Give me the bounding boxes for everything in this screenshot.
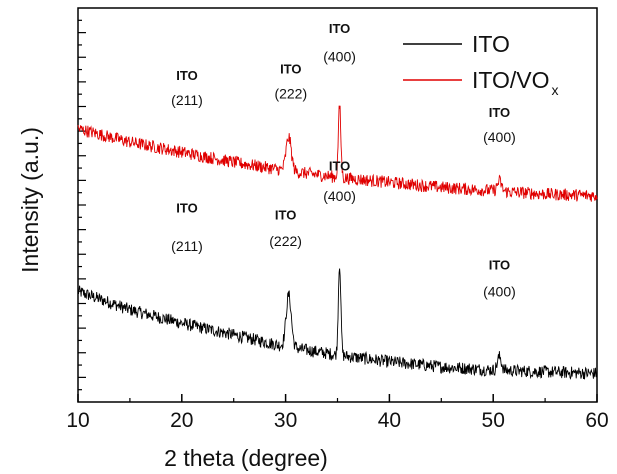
peak-label-name: ITO: [176, 68, 197, 83]
x-tick-label: 60: [585, 409, 608, 432]
peak-label-name: ITO: [280, 61, 301, 76]
x-tick-label: 40: [378, 409, 401, 432]
y-axis-ticks: [78, 19, 86, 391]
series-layer: [77, 105, 598, 380]
peak-label-name: ITO: [489, 105, 510, 120]
x-tick-label: 10: [66, 409, 89, 432]
series-line-ito: [77, 268, 598, 380]
peak-label-name: ITO: [275, 207, 296, 222]
peak-label-name: ITO: [176, 201, 197, 216]
peak-label-name: ITO: [329, 159, 350, 174]
peak-label-name: ITO: [489, 258, 510, 273]
peak-label-hkl: (211): [171, 92, 203, 108]
legend: ITO ITO/VO x: [403, 31, 559, 98]
x-axis-title: 2 theta (degree): [164, 445, 328, 471]
peak-label-hkl: (211): [171, 238, 203, 254]
x-axis-ticks: 10 20 30 40 50 60: [66, 394, 609, 432]
legend-label-subscript: x: [552, 82, 559, 98]
x-tick-label: 30: [274, 409, 297, 432]
x-tick-label: 50: [482, 409, 505, 432]
peak-label-hkl: (400): [323, 188, 356, 204]
y-axis-title: Intensity (a.u.): [17, 127, 43, 273]
series-line-ito-vo: [77, 105, 598, 202]
peak-label-hkl: (222): [269, 233, 302, 249]
peak-label-name: ITO: [329, 21, 350, 36]
x-tick-label: 20: [170, 409, 193, 432]
legend-label: ITO/VO: [472, 67, 550, 93]
peak-annotations: ITO (211) ITO (222) ITO (400) ITO (400) ITO (211)…: [171, 21, 516, 299]
peak-label-hkl: (400): [483, 283, 516, 299]
peak-label-hkl: (400): [483, 129, 516, 145]
peak-label-hkl: (222): [274, 86, 307, 102]
legend-label: ITO: [472, 31, 510, 57]
peak-label-hkl: (400): [323, 49, 356, 65]
